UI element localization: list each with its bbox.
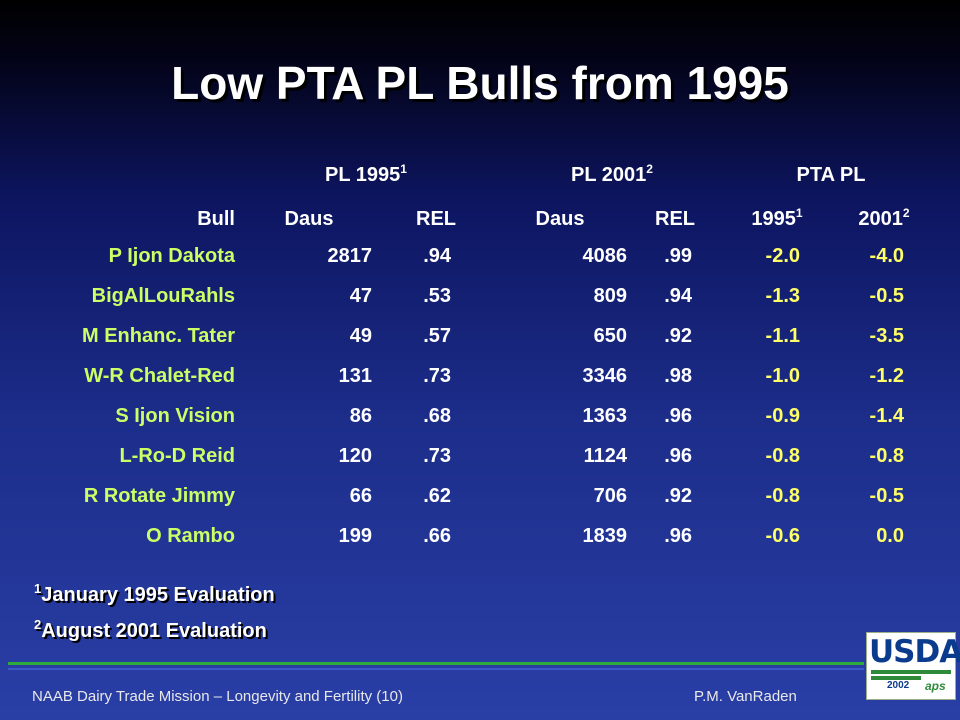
daus-2001: 650 [593,325,627,347]
pta-2001: -3.5 [869,325,904,347]
column-header-rel-2001: REL [655,208,695,230]
pta-2001: -1.4 [869,405,904,427]
footer-author: P.M. VanRaden [694,688,797,705]
footnote-1: 1January 1995 Evaluation [34,581,275,607]
column-header-daus-1995: Daus [284,208,334,230]
rel-2001: .98 [664,365,692,387]
rel-2001: .92 [664,325,692,347]
footnote-2: 2August 2001 Evaluation [34,617,267,643]
daus-2001: 4086 [582,245,628,267]
daus-1995: 131 [338,365,372,387]
daus-1995: 120 [338,445,372,467]
column-header-rel-1995: REL [416,208,456,230]
footer-rule-blue [8,668,864,670]
daus-1995: 47 [349,285,372,307]
rel-1995: .53 [423,285,451,307]
daus-2001: 809 [593,285,627,307]
bull-name: M Enhanc. Tater [82,325,235,347]
rel-1995: .73 [423,365,451,387]
bull-name: R Rotate Jimmy [83,485,235,507]
bull-name: O Rambo [146,525,235,547]
bull-name: L-Ro-D Reid [119,445,235,467]
daus-2001: 1363 [582,405,628,427]
bull-name: W-R Chalet-Red [84,365,235,387]
pta-1995: -0.9 [765,405,800,427]
footnote-2-marker: 2 [34,617,42,632]
daus-2001: 3346 [582,365,628,387]
rel-2001: .96 [664,525,692,547]
column-header-pta-2001: 20012 [858,207,909,231]
column-header-bull: Bull [197,208,235,230]
bull-name: BigAlLouRahls [91,285,235,307]
group-header-pl2001-text: PL 2001 [571,164,647,186]
pta-1995: -1.0 [765,365,800,387]
pta-1995: -1.3 [765,285,800,307]
column-header-pta-2001-text: 2001 [858,208,903,230]
rel-1995: .73 [423,445,451,467]
usda-logo-stripe [871,670,951,674]
rel-1995: .62 [423,485,451,507]
usda-logo: USDA 2002 aps [866,632,960,700]
daus-1995: 86 [349,405,372,427]
pta-2001: -0.5 [869,285,904,307]
rel-2001: .94 [664,285,692,307]
column-header-pta-1995: 19951 [751,207,802,231]
footer-rule-green [8,662,864,665]
daus-1995: 49 [349,325,372,347]
usda-logo-stripe [871,676,921,680]
pta-1995: -2.0 [765,245,800,267]
rel-2001: .96 [664,445,692,467]
bull-name: P Ijon Dakota [108,245,235,267]
pta-2001: -1.2 [869,365,904,387]
daus-1995: 199 [338,525,372,547]
rel-1995: .94 [423,245,451,267]
daus-2001: 1839 [582,525,628,547]
column-header-pta-2001-sup: 2 [902,206,910,220]
footnote-1-marker: 1 [34,581,42,596]
pta-2001: 0.0 [876,525,904,547]
daus-2001: 706 [593,485,627,507]
aps-logo-icon: aps [925,679,946,693]
slide-title: Low PTA PL Bulls from 1995 [171,57,789,109]
rel-1995: .66 [423,525,451,547]
footnote-1-text: January 1995 Evaluation [41,584,275,606]
bull-name: S Ijon Vision [115,405,235,427]
footnote-2-text: August 2001 Evaluation [41,620,267,642]
pta-1995: -0.6 [765,525,800,547]
group-header-pl2001: PL 20012 [571,163,653,187]
rel-1995: .57 [423,325,451,347]
pta-2001: -4.0 [869,245,904,267]
pta-2001: -0.5 [869,485,904,507]
group-header-pl1995-text: PL 1995 [325,164,401,186]
rel-2001: .99 [664,245,692,267]
group-header-pl1995-sup: 1 [400,162,407,176]
rel-2001: .92 [664,485,692,507]
footer-presentation-title: NAAB Dairy Trade Mission – Longevity and… [32,688,403,705]
column-header-pta-1995-sup: 1 [795,206,803,220]
rel-2001: .96 [664,405,692,427]
rel-1995: .68 [423,405,451,427]
group-header-pl1995: PL 19951 [325,163,407,187]
usda-logo-text: USDA [869,634,960,670]
pta-1995: -0.8 [765,485,800,507]
group-header-ptapl: PTA PL [796,164,866,186]
column-header-daus-2001: Daus [535,208,585,230]
pta-1995: -0.8 [765,445,800,467]
pta-2001: -0.8 [869,445,904,467]
usda-logo-year: 2002 [887,680,910,691]
column-header-pta-1995-text: 1995 [751,208,796,230]
pta-1995: -1.1 [765,325,800,347]
daus-2001: 1124 [583,445,627,467]
daus-1995: 2817 [327,245,373,267]
group-header-pl2001-sup: 2 [646,162,653,176]
daus-1995: 66 [349,485,372,507]
